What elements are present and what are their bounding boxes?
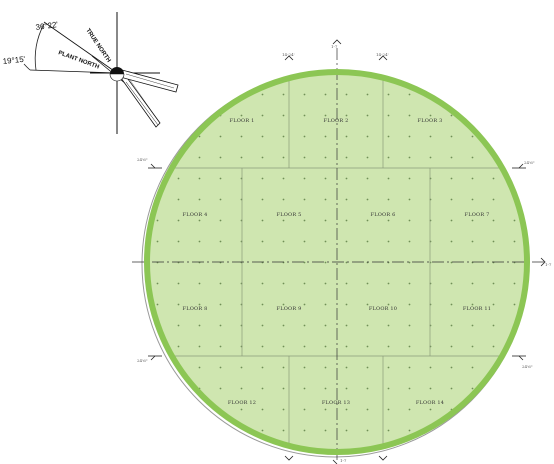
mark-top-left: 14-24'	[282, 52, 295, 57]
floor-6-label: FLOOR 6	[371, 212, 396, 218]
mark-bottom-center: 1-7	[340, 458, 347, 463]
plan-rim	[144, 69, 530, 455]
floor-2-label: FLOOR 2	[324, 118, 349, 124]
floor-10-label: FLOOR 10	[369, 306, 397, 312]
floor-7-label: FLOOR 7	[465, 212, 490, 218]
floor-labels: FLOOR 1 FLOOR 2 FLOOR 3 FLOOR 4 FLOOR 5 …	[183, 118, 491, 406]
floor-11-label: FLOOR 11	[463, 306, 491, 312]
mark-top-center: 1-7	[331, 44, 338, 49]
floor-4-label: FLOOR 4	[183, 212, 208, 218]
grid-markers	[148, 39, 546, 464]
compass-rose: 36°22' 19°15' TRUE NORTH PLANT NORTH	[2, 12, 179, 134]
plant-north-label: PLANT NORTH	[57, 50, 99, 70]
floor-8-label: FLOOR 8	[183, 306, 208, 312]
mark-left-upper: 24'6"	[137, 157, 148, 162]
mark-left-lower: 24'6"	[137, 358, 148, 363]
mark-top-right: 14-24'	[376, 52, 389, 57]
compass-angle-left: 19°15'	[2, 55, 26, 66]
mark-right-upper: 24'6"	[524, 160, 535, 165]
true-north-label: TRUE NORTH	[84, 28, 111, 64]
floor-1-label: FLOOR 1	[230, 118, 255, 124]
floor-13-label: FLOOR 13	[322, 400, 350, 406]
floor-3-label: FLOOR 3	[418, 118, 443, 124]
floor-5-label: FLOOR 5	[277, 212, 302, 218]
floor-12-label: FLOOR 12	[228, 400, 256, 406]
mark-right-center: 1-7	[545, 262, 552, 267]
floor-14-label: FLOOR 14	[416, 400, 444, 406]
mark-right-lower: 24'6"	[522, 364, 533, 369]
compass-angle-top: 36°22'	[35, 20, 59, 32]
floor-9-label: FLOOR 9	[277, 306, 302, 312]
